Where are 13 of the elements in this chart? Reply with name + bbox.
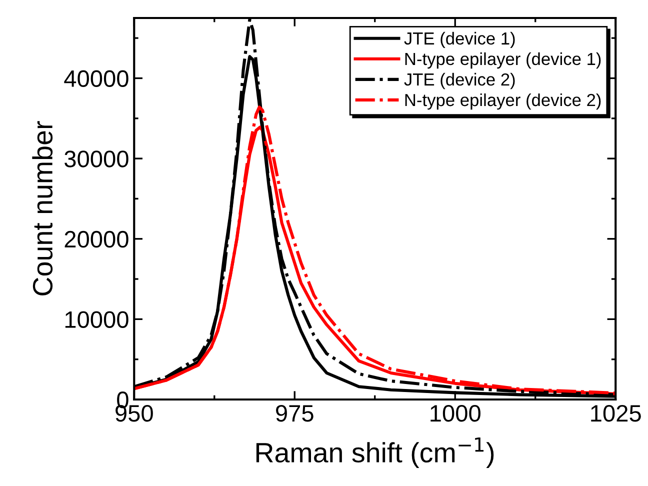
y-tick-label: 40000	[64, 70, 128, 88]
y-tick-label: 20000	[64, 230, 128, 248]
legend-label: JTE (device 1)	[404, 32, 515, 48]
y-tick-label: 10000	[65, 311, 128, 328]
y-tick-label: 30000	[64, 150, 128, 168]
x-axis-title: Raman shift (cm$^{−1}$)	[256, 437, 494, 468]
x-tick-label: 1025	[591, 404, 641, 422]
y-axis-title: Count number	[32, 121, 53, 296]
legend-label: N-type epilayer (device 1)	[405, 52, 601, 69]
legend-label: JTE (device 2)	[404, 72, 515, 90]
x-tick-label: 975	[276, 404, 314, 422]
x-tick-label: 1000	[430, 404, 480, 422]
legend-label: N-type epilayer (device 2)	[405, 93, 601, 110]
